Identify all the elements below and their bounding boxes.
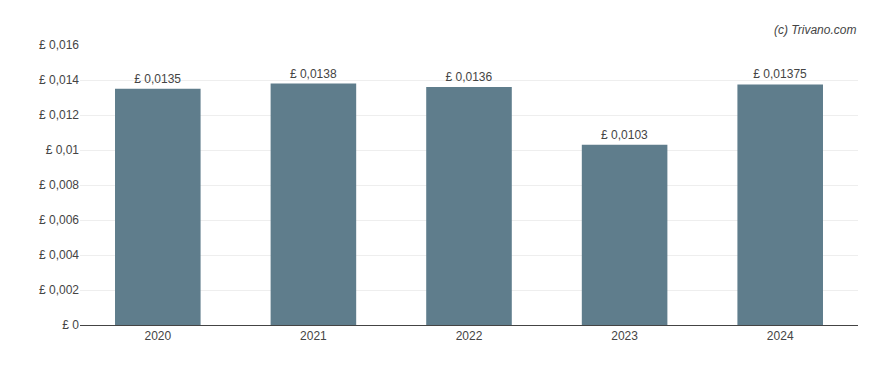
svg-text:£ 0,0103: £ 0,0103 bbox=[601, 128, 648, 142]
svg-text:£ 0,008: £ 0,008 bbox=[39, 178, 79, 192]
svg-text:£ 0,0136: £ 0,0136 bbox=[445, 70, 492, 84]
svg-text:£ 0: £ 0 bbox=[62, 318, 79, 332]
svg-text:2024: 2024 bbox=[767, 329, 794, 343]
svg-text:£ 0,012: £ 0,012 bbox=[39, 108, 79, 122]
svg-text:(c) Trivano.com: (c) Trivano.com bbox=[774, 23, 856, 37]
svg-text:2020: 2020 bbox=[144, 329, 171, 343]
svg-text:£ 0,016: £ 0,016 bbox=[39, 38, 79, 52]
svg-text:£ 0,006: £ 0,006 bbox=[39, 213, 79, 227]
svg-text:£ 0,01: £ 0,01 bbox=[46, 143, 80, 157]
svg-text:2023: 2023 bbox=[611, 329, 638, 343]
svg-text:£ 0,0135: £ 0,0135 bbox=[134, 72, 181, 86]
svg-text:£ 0,014: £ 0,014 bbox=[39, 73, 79, 87]
svg-text:2022: 2022 bbox=[456, 329, 483, 343]
svg-text:£ 0,002: £ 0,002 bbox=[39, 283, 79, 297]
svg-text:£ 0,01375: £ 0,01375 bbox=[753, 67, 807, 81]
svg-text:£ 0,0138: £ 0,0138 bbox=[290, 67, 337, 81]
svg-text:2021: 2021 bbox=[300, 329, 327, 343]
svg-text:£ 0,004: £ 0,004 bbox=[39, 248, 79, 262]
